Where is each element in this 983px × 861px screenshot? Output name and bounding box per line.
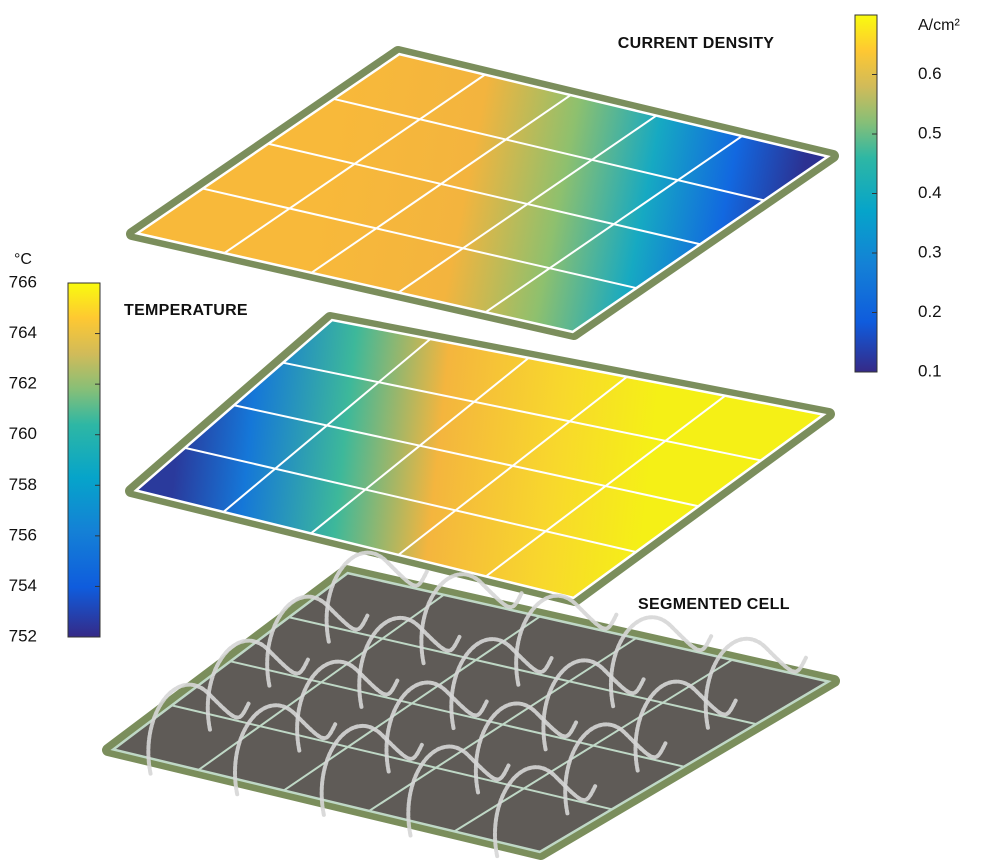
bead-chain	[633, 679, 738, 773]
bead-chain	[406, 744, 511, 838]
grid-line	[282, 361, 762, 462]
plates	[102, 46, 840, 860]
tick-label: 754	[9, 576, 37, 595]
bead-chain	[324, 550, 429, 644]
current-density-plate	[126, 46, 839, 340]
colorbars: 0.1 0.2 0.3 0.4 0.5 0.6 752 754 756 758 760 762 764 7…	[9, 14, 942, 645]
bead-chain	[319, 724, 424, 817]
tick-label: 0.6	[918, 64, 942, 83]
segmented-cell-label: SEGMENTED CELL	[638, 596, 790, 613]
temperature-label: TEMPERATURE	[124, 302, 248, 319]
grid-line	[202, 187, 637, 290]
temperature-unit: °C	[14, 251, 32, 268]
bead-chain	[233, 703, 338, 797]
bead-chain	[419, 572, 524, 666]
bead-chain	[563, 722, 668, 816]
bead-chain	[609, 615, 714, 709]
tick-label: 752	[9, 626, 37, 645]
grid-line	[184, 446, 637, 554]
bead-chain	[146, 682, 251, 776]
tick-label: 0.4	[918, 183, 942, 202]
grid-line	[230, 660, 685, 768]
grid-line	[288, 616, 757, 726]
bead-chain	[384, 680, 489, 774]
bead-chain	[514, 593, 619, 687]
grid-line	[233, 404, 699, 508]
current-density-unit: A/cm²	[918, 17, 960, 34]
temperature-plate	[125, 312, 835, 606]
tick-label: 0.2	[918, 302, 942, 321]
bead-chain	[265, 594, 370, 688]
bead-chain	[295, 659, 400, 753]
bead-chain	[205, 638, 310, 732]
tick-label: 758	[9, 475, 37, 494]
bead-chain	[357, 616, 462, 709]
tick-label: 760	[9, 424, 37, 443]
tick-label: 766	[9, 272, 37, 291]
tick-label: 0.1	[918, 361, 942, 380]
bead-chain	[703, 636, 808, 730]
grid-line	[333, 97, 765, 202]
bead-chain	[449, 637, 554, 731]
current-density-label: CURRENT DENSITY	[618, 35, 775, 52]
bead-chain	[541, 658, 646, 752]
grid-line	[268, 142, 701, 246]
tick-label: 0.5	[918, 123, 942, 142]
colorbar	[67, 282, 101, 638]
tick-label: 764	[9, 323, 37, 342]
bead-chain	[473, 701, 579, 795]
tick-label: 0.3	[918, 242, 942, 261]
tick-label: 762	[9, 374, 37, 393]
bead-chain	[493, 765, 598, 859]
tick-label: 756	[9, 525, 37, 544]
grid-line	[171, 704, 613, 811]
